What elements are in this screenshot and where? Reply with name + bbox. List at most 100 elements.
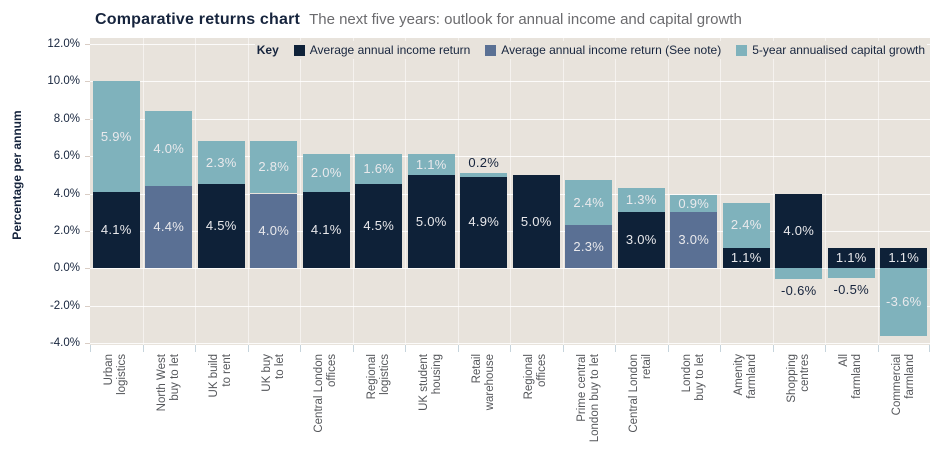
category-label-inner: UK buy to let bbox=[248, 354, 301, 472]
bar-growth-segment bbox=[197, 141, 245, 185]
legend-key-label: Key bbox=[256, 43, 279, 57]
x-tick-mark bbox=[352, 345, 354, 352]
bar-growth-segment bbox=[617, 187, 665, 213]
y-tick-mark bbox=[85, 230, 90, 232]
category-label-text: Regional offices bbox=[522, 354, 549, 400]
gridline-v bbox=[825, 38, 826, 345]
bar-income-segment bbox=[565, 225, 613, 269]
bar-income-label: 4.1% bbox=[100, 221, 132, 237]
bar-growth-label: -0.5% bbox=[833, 281, 869, 297]
bar-income-label: 5.0% bbox=[415, 213, 447, 229]
category-label: Central London retail bbox=[615, 354, 668, 474]
bar-income-label: 4.9% bbox=[468, 214, 500, 230]
gridline-v bbox=[877, 38, 879, 345]
bar-growth-segment bbox=[355, 154, 403, 185]
x-tick-mark bbox=[667, 345, 669, 352]
y-tick-label: 10.0% bbox=[47, 75, 80, 88]
y-tick-label: 8.0% bbox=[53, 112, 80, 125]
category-label: Retail warehouse bbox=[458, 354, 511, 474]
gridline-v bbox=[667, 38, 669, 345]
gridline-v bbox=[352, 38, 354, 345]
y-tick-label: 4.0% bbox=[53, 187, 80, 200]
y-tick-label: -2.0% bbox=[49, 299, 80, 312]
gridline-v bbox=[300, 38, 301, 345]
bar-income-segment bbox=[880, 247, 928, 269]
category-label: UK student housing bbox=[405, 354, 458, 474]
bar-growth-label: 2.4% bbox=[573, 194, 605, 210]
bar-growth-segment bbox=[250, 141, 298, 194]
legend-swatch-growth-icon bbox=[736, 44, 748, 56]
gridline-v bbox=[457, 38, 459, 345]
category-label-inner: Prime central London buy to let bbox=[563, 354, 616, 472]
category-label-inner: Regional offices bbox=[510, 354, 563, 472]
category-label-text: UK buy to let bbox=[260, 354, 286, 392]
category-label: Regional logistics bbox=[353, 354, 406, 474]
legend-swatch-standard-icon bbox=[293, 44, 305, 56]
category-label: Regional offices bbox=[510, 354, 563, 474]
category-label-inner: All farmland bbox=[825, 354, 878, 472]
y-tick-label: 12.0% bbox=[47, 38, 80, 50]
gridline-v bbox=[195, 38, 196, 345]
category-label-text: Regional logistics bbox=[365, 354, 391, 400]
y-tick-mark bbox=[85, 118, 90, 120]
y-tick-mark bbox=[85, 193, 90, 195]
category-label: Commercial farmland bbox=[878, 354, 931, 474]
chart-title: Comparative returns chart bbox=[95, 11, 301, 28]
bar-income-label: 1.1% bbox=[835, 249, 867, 265]
category-label-text: Shopping centres bbox=[785, 354, 811, 403]
bar-income-segment bbox=[617, 212, 665, 269]
bar-growth-segment bbox=[775, 268, 823, 280]
plot-area: Key Average annual income return Average … bbox=[90, 38, 930, 442]
bar-growth-segment bbox=[670, 195, 718, 213]
bar-growth-segment bbox=[302, 154, 350, 192]
category-label-inner: Urban logistics bbox=[90, 354, 143, 472]
x-tick-mark bbox=[929, 345, 930, 352]
y-tick-mark bbox=[85, 343, 90, 344]
category-label-text: North West buy to let bbox=[155, 354, 181, 412]
category-label-inner: North West buy to let bbox=[143, 354, 196, 472]
bar-growth-segment bbox=[565, 180, 613, 226]
gridline-v bbox=[142, 38, 144, 345]
legend-item-standard: Average annual income return bbox=[293, 43, 471, 57]
x-tick-mark bbox=[720, 345, 721, 352]
category-label-text: Prime central London buy to let bbox=[575, 354, 601, 443]
x-tick-mark bbox=[615, 345, 616, 352]
bar-income-segment bbox=[355, 184, 403, 269]
category-label-inner: UK student housing bbox=[405, 354, 458, 472]
category-label-inner: Central London retail bbox=[615, 354, 668, 472]
category-label-text: Commercial farmland bbox=[890, 354, 916, 416]
legend-item-growth: 5-year annualised capital growth bbox=[736, 43, 925, 57]
bar-growth-label: 4.0% bbox=[153, 140, 185, 156]
bar-income-label: 2.3% bbox=[573, 238, 605, 254]
bar-income-label: 4.5% bbox=[363, 218, 395, 234]
y-tick-mark bbox=[85, 156, 90, 158]
bar-growth-label: 5.9% bbox=[100, 128, 132, 144]
y-axis-title: Percentage per annum bbox=[10, 110, 24, 240]
category-label-inner: Regional logistics bbox=[353, 354, 406, 472]
bar-income-segment bbox=[460, 176, 508, 269]
x-tick-mark bbox=[877, 345, 879, 352]
bar-growth-label: -0.6% bbox=[781, 283, 817, 299]
legend-label-standard: Average annual income return bbox=[309, 43, 471, 57]
gridline-v bbox=[405, 38, 406, 345]
bar-income-segment bbox=[512, 174, 560, 269]
bar-income-label: 3.0% bbox=[625, 232, 657, 248]
bar-income-label: 5.0% bbox=[520, 213, 552, 229]
x-tick-mark bbox=[510, 345, 511, 352]
bar-income-label: 1.1% bbox=[888, 249, 920, 265]
bar-growth-segment bbox=[407, 154, 455, 175]
bar-income-label: 4.4% bbox=[153, 219, 185, 235]
bar-growth-label: 0.9% bbox=[678, 195, 710, 211]
y-tick-mark bbox=[85, 268, 90, 270]
category-label-text: UK build to rent bbox=[207, 354, 234, 398]
category-label-inner: Central London offices bbox=[300, 354, 353, 472]
bar-income-label: 1.1% bbox=[730, 249, 762, 265]
bar-growth-segment bbox=[460, 172, 508, 177]
category-label-text: UK student housing bbox=[417, 354, 444, 411]
legend-label-note: Average annual income return (See note) bbox=[501, 43, 722, 57]
bar-income-segment bbox=[302, 191, 350, 269]
category-label: Prime central London buy to let bbox=[563, 354, 616, 474]
bar-income-segment bbox=[407, 174, 455, 269]
x-tick-mark bbox=[457, 345, 459, 352]
